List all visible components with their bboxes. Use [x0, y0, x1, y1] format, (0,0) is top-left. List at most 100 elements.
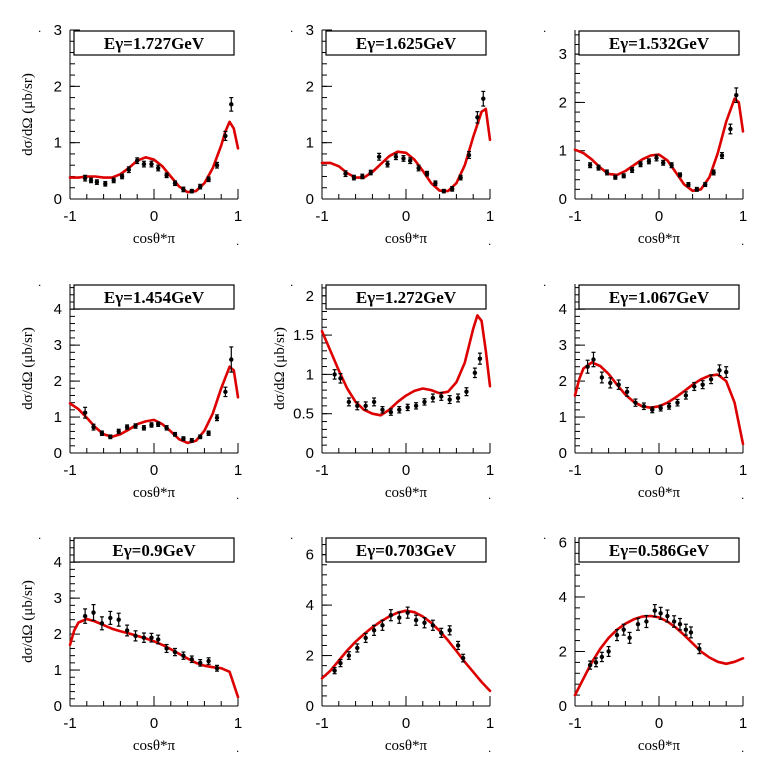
data-point — [164, 646, 169, 651]
data-point — [164, 425, 169, 431]
data-point — [683, 627, 689, 632]
data-point — [198, 434, 203, 440]
data-point — [671, 619, 677, 624]
panel-title: Eγ=1.067GeV — [609, 288, 710, 307]
corner-dot: . — [741, 741, 744, 755]
panel-title: Eγ=0.586GeV — [609, 541, 710, 560]
y-tick-label: 0 — [54, 191, 62, 208]
data-point — [214, 163, 220, 168]
data-point — [641, 404, 647, 409]
data-point — [694, 187, 699, 192]
y-tick-label: 6 — [306, 547, 314, 564]
data-point — [332, 372, 337, 377]
data-point — [621, 173, 626, 179]
x-tick-label: 0 — [402, 715, 410, 732]
data-point — [99, 431, 105, 436]
data-point — [458, 175, 463, 180]
data-point — [475, 115, 480, 120]
corner-dot: . — [290, 528, 293, 542]
data-point — [189, 438, 194, 443]
data-point — [688, 630, 694, 635]
data-point — [686, 182, 691, 187]
data-point — [126, 167, 131, 172]
title-box — [73, 284, 235, 310]
title-box — [578, 30, 740, 56]
data-point — [728, 126, 733, 132]
data-point — [433, 181, 438, 186]
data-point — [638, 162, 643, 167]
data-point — [441, 188, 446, 194]
x-axis-label: cosθ*π — [638, 231, 681, 247]
data-point — [385, 161, 390, 167]
data-point — [156, 165, 161, 171]
data-point — [206, 431, 211, 436]
data-point — [332, 668, 337, 673]
data-point — [413, 618, 419, 623]
data-point — [658, 611, 663, 616]
data-point — [164, 173, 169, 178]
corner-dot: . — [38, 275, 41, 289]
data-point — [119, 174, 125, 179]
y-tick-label: 4 — [306, 597, 314, 614]
y-tick-label: 6 — [559, 534, 567, 551]
y-axis-label: dσ/dΩ (μb/sr) — [20, 580, 36, 663]
title-box — [578, 537, 740, 563]
y-tick-label: 4 — [559, 301, 567, 318]
corner-dot: . — [488, 741, 491, 755]
data-point — [677, 622, 683, 627]
x-tick-label: 0 — [655, 715, 663, 732]
x-tick-label: 0 — [402, 462, 410, 479]
data-point — [481, 96, 486, 101]
y-tick-label: 0 — [559, 445, 567, 462]
data-point — [172, 181, 178, 186]
panel-title: Eγ=1.625GeV — [356, 34, 457, 53]
x-tick-label: -1 — [63, 208, 76, 225]
data-point — [408, 158, 413, 163]
data-point — [447, 397, 452, 402]
data-point — [156, 637, 161, 642]
data-point — [355, 403, 360, 409]
data-point — [206, 177, 211, 182]
data-point — [629, 167, 635, 173]
corner-dot: . — [290, 275, 293, 289]
data-point — [214, 666, 220, 671]
data-point — [124, 628, 130, 633]
data-point — [223, 389, 228, 395]
data-point — [198, 660, 203, 666]
y-tick-label: 2 — [306, 648, 314, 665]
y-tick-label: 0 — [559, 698, 567, 715]
corner-dot: . — [488, 488, 491, 502]
data-point — [675, 400, 680, 405]
y-axis-label: dσ/dΩ (μb/sr) — [272, 327, 288, 410]
data-point — [700, 382, 705, 387]
panel-title: Eγ=1.727GeV — [104, 34, 205, 53]
data-point — [724, 369, 729, 375]
corner-dot: . — [236, 741, 239, 755]
model-curve — [573, 97, 745, 193]
data-point — [439, 394, 444, 399]
y-tick-label: 4 — [559, 589, 567, 606]
data-point — [422, 620, 427, 625]
data-point — [666, 404, 672, 409]
data-point — [430, 395, 436, 401]
data-point — [360, 174, 365, 179]
panel-title: Eγ=0.9GeV — [112, 541, 196, 560]
data-point — [189, 188, 194, 194]
model-curve — [68, 120, 240, 194]
data-point — [397, 615, 402, 620]
corner-dot: . — [543, 21, 546, 35]
data-point — [719, 153, 725, 158]
data-point — [149, 161, 154, 167]
data-point — [393, 154, 399, 159]
data-point — [351, 175, 357, 180]
data-point — [669, 163, 674, 168]
title-box — [325, 30, 487, 56]
data-point — [661, 160, 666, 165]
y-tick-label: 1 — [559, 143, 567, 160]
x-tick-label: -1 — [315, 208, 328, 225]
data-point — [635, 622, 641, 627]
model-curve — [320, 314, 492, 417]
